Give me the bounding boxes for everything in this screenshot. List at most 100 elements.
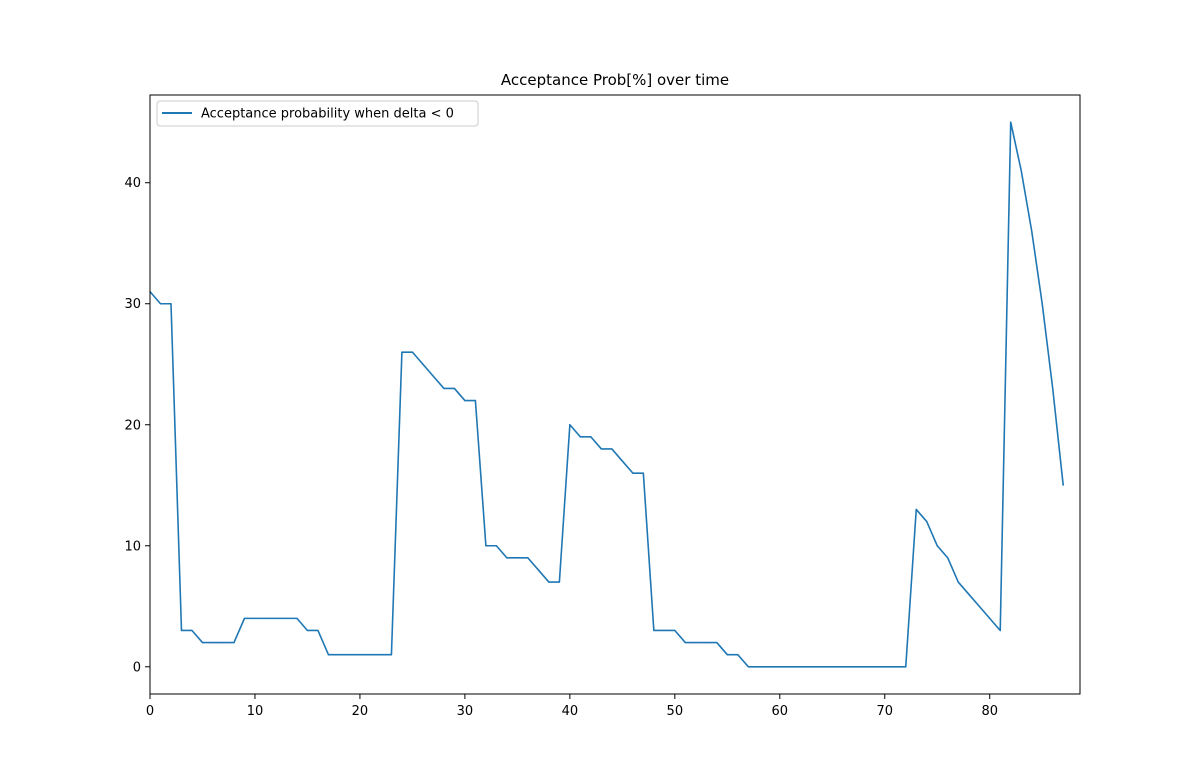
data-point: [611, 448, 613, 450]
y-tick-label: 10: [124, 539, 141, 554]
data-point: [401, 351, 403, 353]
data-point: [758, 666, 760, 668]
data-point: [453, 387, 455, 390]
data-point: [936, 545, 938, 547]
data-point: [579, 436, 581, 438]
chart-title: Acceptance Prob[%] over time: [501, 71, 729, 89]
data-point: [779, 666, 781, 668]
data-point: [705, 641, 707, 644]
data-point: [390, 654, 393, 656]
data-point: [359, 654, 361, 656]
data-point: [180, 629, 183, 632]
data-point: [810, 666, 812, 668]
data-point: [642, 472, 644, 474]
data-point: [1052, 387, 1054, 390]
data-point: [338, 654, 340, 656]
plot-frame: [149, 94, 1081, 695]
data-point: [821, 666, 823, 668]
x-tick-label: 60: [772, 704, 789, 719]
data-point: [726, 654, 728, 656]
data-point: [1020, 170, 1022, 172]
data-point: [527, 557, 529, 559]
y-axis: 0 10 20 30 40: [124, 176, 150, 675]
data-point: [254, 617, 256, 619]
data-point: [537, 569, 539, 571]
data-point: [947, 557, 949, 559]
data-point: [432, 375, 435, 377]
data-point: [506, 557, 508, 559]
data-point: [1010, 121, 1012, 123]
data-point: [443, 387, 445, 390]
data-point: [716, 641, 718, 644]
data-point: [1062, 484, 1064, 486]
data-point: [653, 629, 655, 632]
data-point: [327, 654, 330, 656]
data-point: [306, 629, 309, 632]
data-point: [159, 303, 162, 305]
data-point: [1041, 303, 1043, 305]
data-point: [495, 545, 497, 547]
y-tick-label: 0: [133, 660, 141, 675]
x-tick-label: 80: [981, 704, 998, 719]
data-point: [558, 581, 560, 583]
data-point: [275, 617, 277, 619]
series-line-0: [149, 121, 1065, 668]
data-point: [243, 617, 246, 619]
data-point: [800, 666, 802, 668]
data-point: [191, 629, 193, 632]
data-point: [737, 654, 739, 656]
data-point: [989, 617, 991, 619]
data-point: [222, 641, 225, 644]
data-point: [884, 666, 886, 668]
data-point: [905, 666, 907, 668]
data-point: [348, 654, 351, 656]
legend-entry-label: Acceptance probability when delta < 0: [201, 107, 454, 122]
x-tick-label: 50: [667, 704, 684, 719]
y-tick-label: 40: [124, 176, 141, 191]
data-point: [317, 629, 319, 632]
data-point: [926, 520, 928, 523]
data-point: [684, 641, 686, 644]
data-point: [695, 641, 697, 644]
data-point: [873, 666, 875, 668]
data-point: [915, 508, 917, 511]
data-point: [747, 666, 749, 668]
data-point: [894, 666, 896, 668]
data-point: [957, 581, 959, 583]
data-point: [170, 303, 172, 305]
data-point: [789, 666, 791, 668]
data-point: [212, 641, 214, 644]
x-tick-label: 30: [457, 704, 474, 719]
data-point: [674, 629, 676, 632]
plot-area: [149, 121, 1065, 668]
y-tick-label: 30: [124, 297, 141, 312]
data-point: [380, 654, 382, 656]
data-point: [978, 605, 980, 607]
x-tick-label: 20: [352, 704, 369, 719]
x-tick-label: 70: [876, 704, 893, 719]
data-point: [968, 593, 970, 595]
data-point: [590, 436, 592, 438]
legend: Acceptance probability when delta < 0: [156, 100, 479, 127]
data-point: [516, 557, 518, 559]
data-point: [621, 460, 623, 462]
data-point: [863, 666, 865, 668]
x-tick-label: 0: [146, 704, 154, 719]
data-point: [548, 581, 550, 583]
data-point: [296, 617, 298, 619]
data-point: [852, 666, 854, 668]
legend-box: [156, 100, 479, 127]
x-tick-label: 40: [562, 704, 579, 719]
data-point: [264, 617, 267, 619]
data-point: [485, 545, 487, 547]
data-point: [285, 617, 288, 619]
data-point: [1031, 230, 1033, 232]
data-point: [569, 424, 571, 426]
data-point: [464, 399, 466, 402]
y-tick-label: 20: [124, 418, 141, 433]
data-point: [369, 654, 372, 656]
data-point: [663, 629, 665, 632]
data-point: [768, 666, 770, 668]
